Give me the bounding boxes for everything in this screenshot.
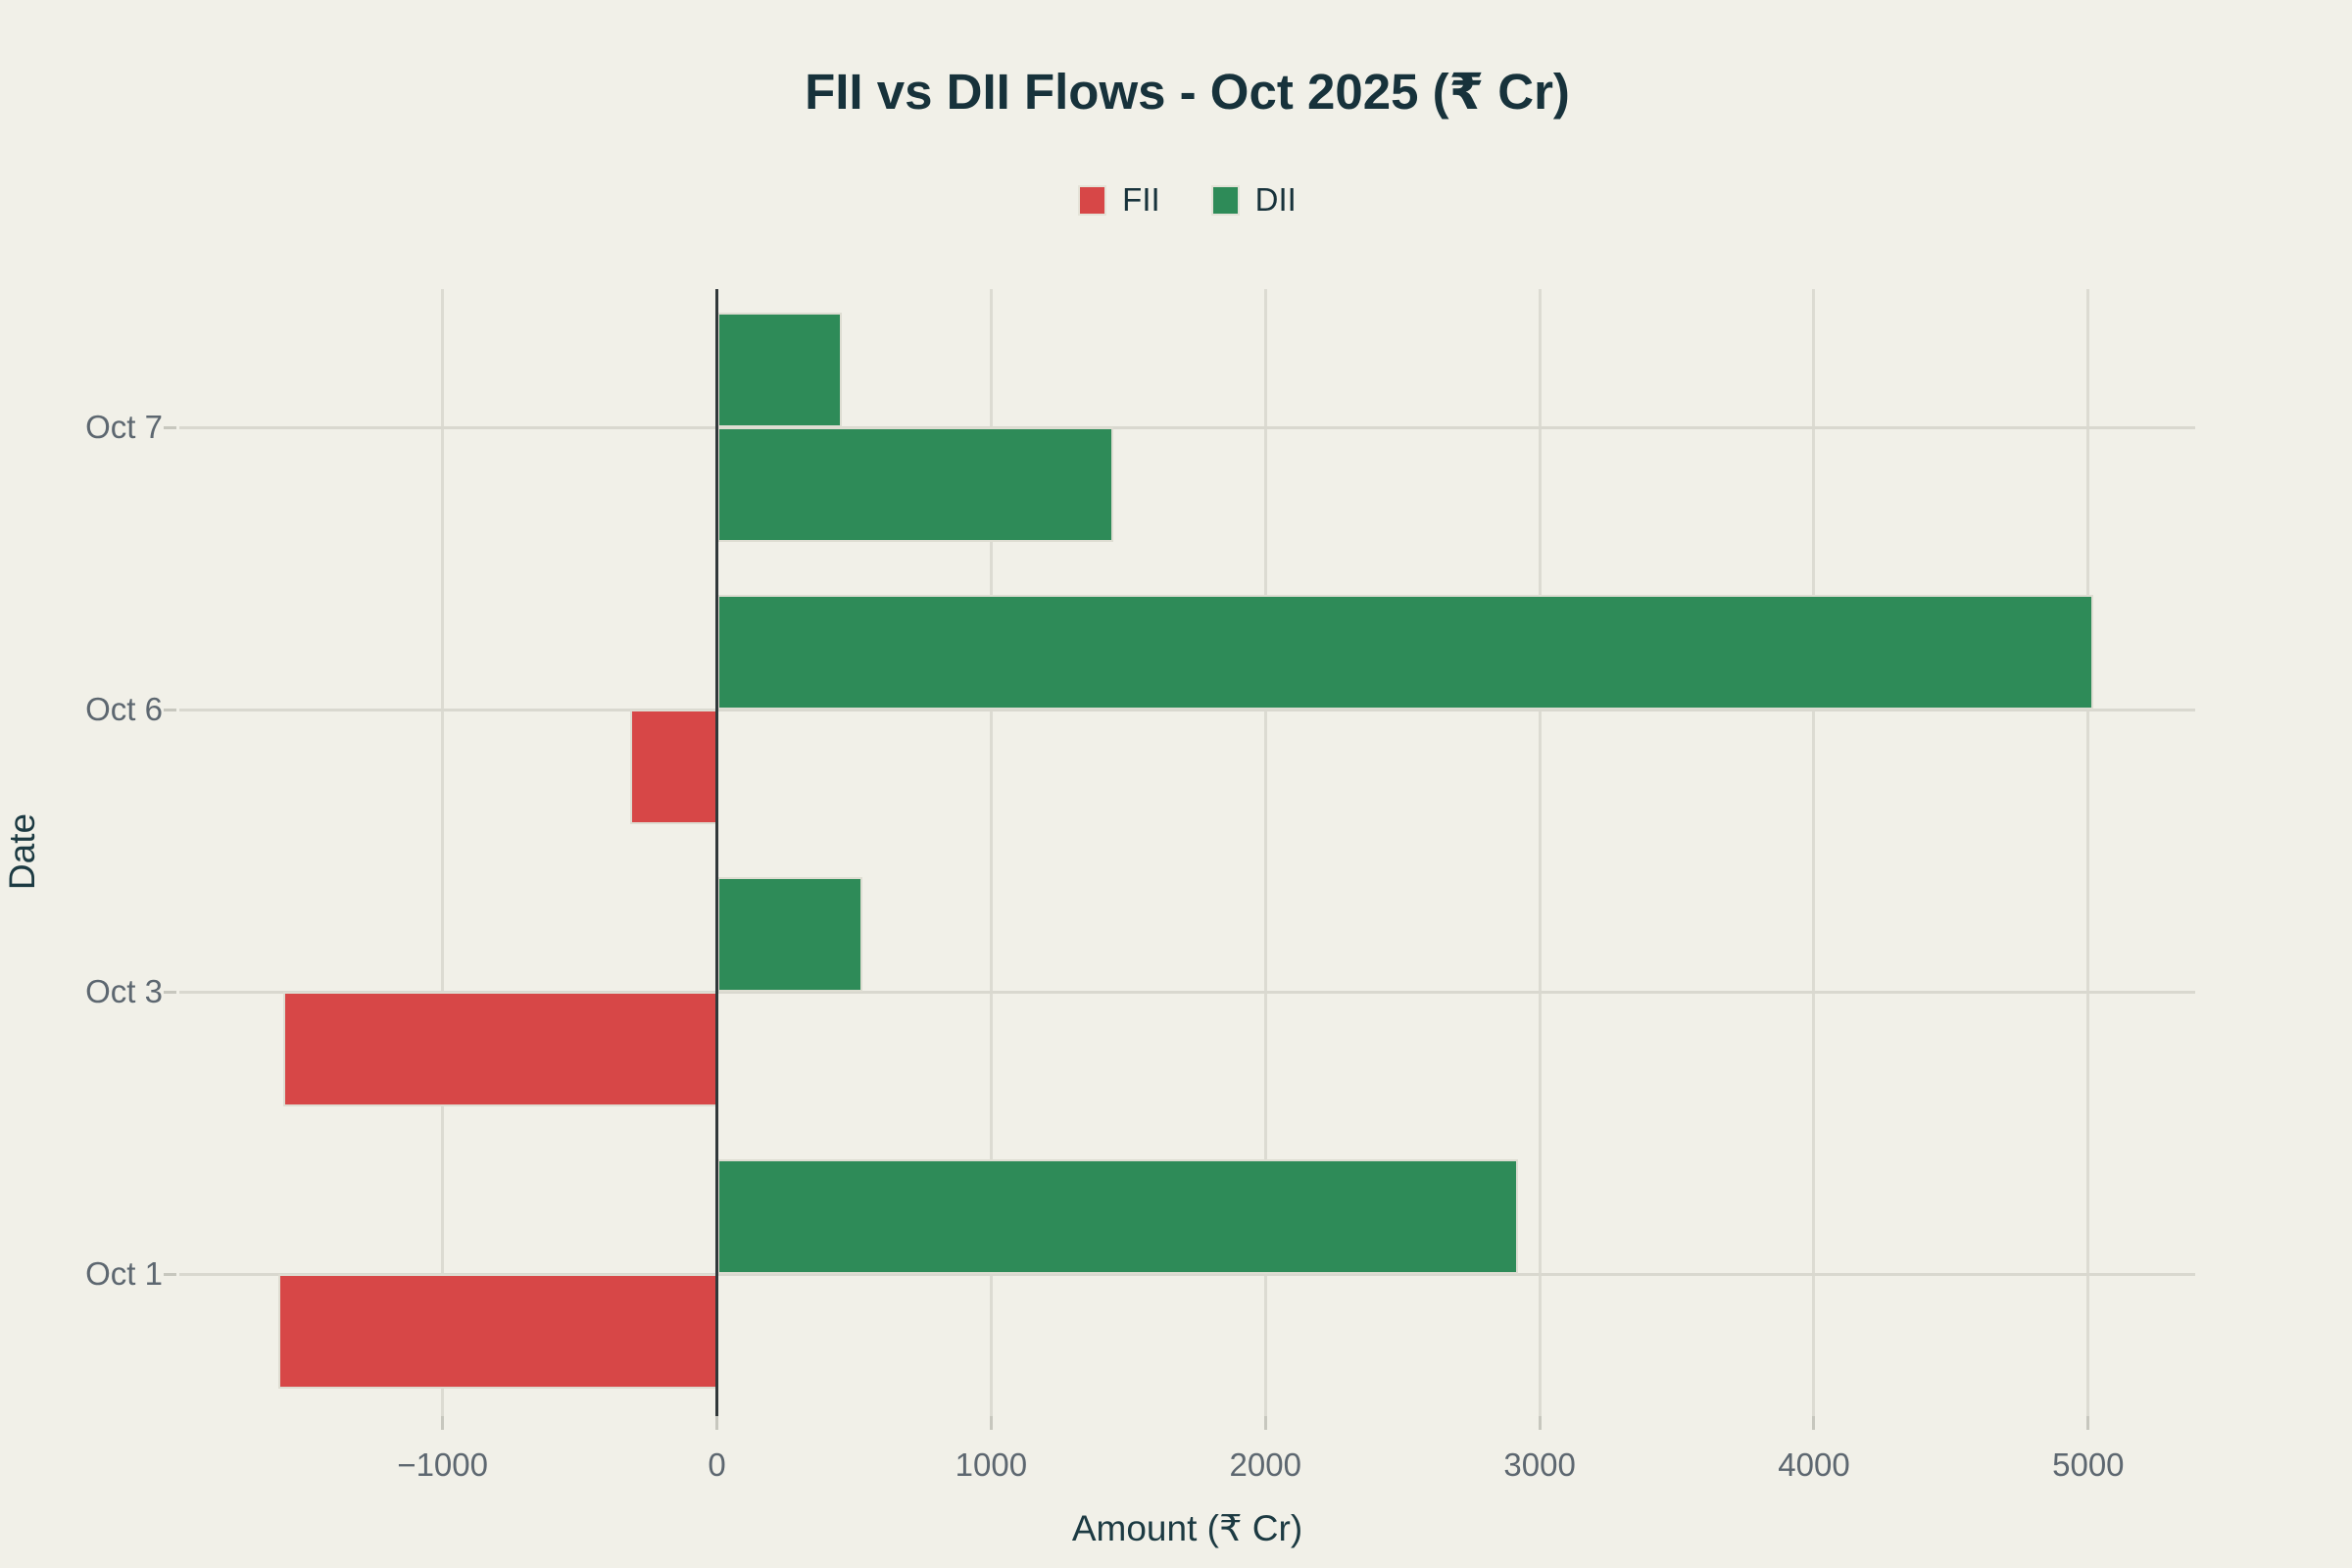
y-tick-label-oct-6: Oct 6 — [85, 691, 163, 727]
x-tick-label-2000: 2000 — [1229, 1446, 1301, 1483]
x-tickmark-1000 — [989, 1416, 993, 1430]
x-tickmark-4000 — [1812, 1416, 1816, 1430]
x-tick-label-0: 0 — [708, 1446, 726, 1483]
x-gridline-2000 — [1263, 289, 1267, 1416]
x-axis-label: Amount (₹ Cr) — [1071, 1508, 1303, 1548]
y-tickmark-oct-6 — [164, 708, 176, 711]
x-tickmark-2000 — [1263, 1416, 1267, 1430]
x-gridline-1000 — [989, 289, 993, 1416]
bar-fii-oct-6 — [630, 710, 717, 824]
bar-dii-oct-7 — [716, 313, 842, 427]
x-gridline-4000 — [1812, 289, 1816, 1416]
x-tickmark-3000 — [1538, 1416, 1542, 1430]
legend-item-dii: DII — [1210, 181, 1297, 219]
bar-dii-oct-3 — [716, 877, 862, 992]
x-gridline--1000 — [441, 289, 445, 1416]
y-tick-label-oct-3: Oct 3 — [85, 973, 163, 1009]
x-tick-label-5000: 5000 — [2052, 1446, 2125, 1483]
bar-dii-oct-6 — [716, 595, 2094, 710]
x-tick-label-1000: 1000 — [955, 1446, 1028, 1483]
x-tickmark-0 — [715, 1416, 719, 1430]
y-tick-label-oct-1: Oct 1 — [85, 1255, 163, 1292]
y-gridline-oct-3 — [179, 990, 2195, 994]
x-tickmark-5000 — [2086, 1416, 2090, 1430]
bar-fii-oct-3 — [283, 992, 717, 1106]
legend-label-dii: DII — [1254, 181, 1297, 218]
y-gridline-oct-6 — [179, 708, 2195, 711]
y-tickmark-oct-7 — [164, 425, 176, 429]
x-tick-label-4000: 4000 — [1778, 1446, 1850, 1483]
fii-swatch-icon — [1078, 184, 1107, 216]
dii-swatch-icon — [1210, 184, 1240, 216]
y-gridline-oct-7 — [179, 425, 2195, 429]
x-tick-label--1000: −1000 — [397, 1446, 488, 1483]
x-gridline-5000 — [2086, 289, 2090, 1416]
legend: FII DII — [179, 176, 2195, 223]
bar-fii-oct-7 — [716, 427, 1113, 542]
y-tickmark-oct-3 — [164, 990, 176, 994]
x-gridline-3000 — [1538, 289, 1542, 1416]
x-tick-label-3000: 3000 — [1503, 1446, 1576, 1483]
y-gridline-oct-1 — [179, 1272, 2195, 1276]
chart-title: FII vs DII Flows - Oct 2025 (₹ Cr) — [805, 64, 1570, 120]
y-tick-label-oct-7: Oct 7 — [85, 409, 163, 445]
bar-dii-oct-1 — [716, 1159, 1518, 1274]
zero-axis-line — [715, 289, 719, 1416]
y-axis-label: Date — [2, 812, 42, 891]
x-tickmark--1000 — [441, 1416, 445, 1430]
y-tickmark-oct-1 — [164, 1272, 176, 1276]
legend-item-fii: FII — [1078, 181, 1160, 219]
legend-label-fii: FII — [1122, 181, 1160, 218]
plot-area: −1000 0 1000 2000 3000 4000 5000 Oct 7 Oct 6 Oct … — [85, 289, 2195, 1483]
bar-fii-oct-1 — [277, 1274, 717, 1389]
